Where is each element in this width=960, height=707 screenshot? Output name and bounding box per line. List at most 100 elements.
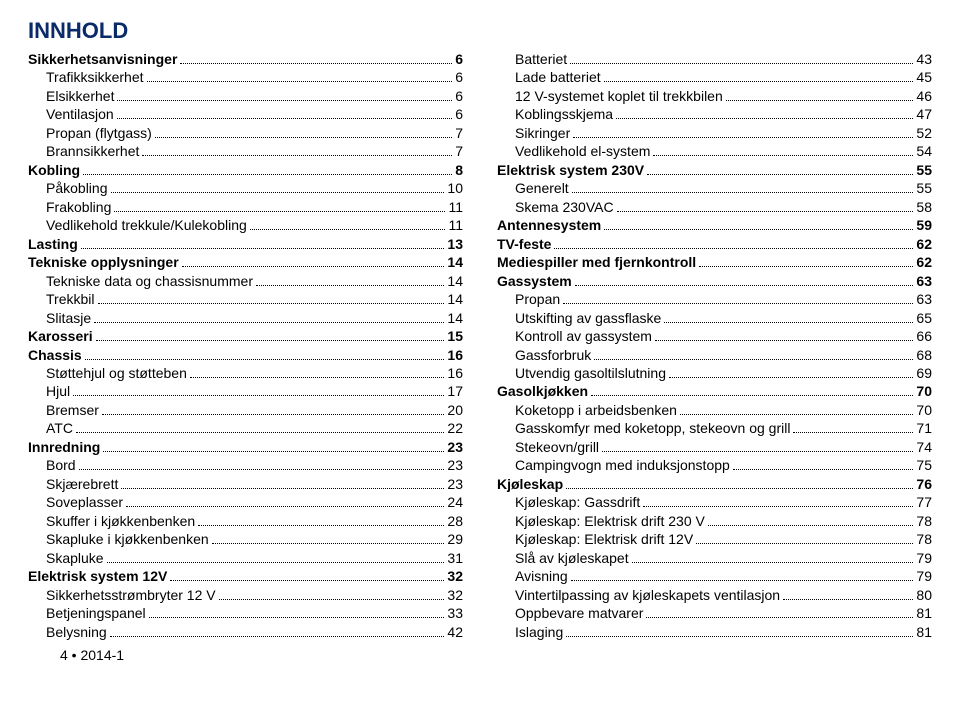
toc-row: Kontroll av gassystem66 [497,327,932,345]
toc-label: Lade batteriet [515,68,601,86]
toc-page: 68 [916,346,932,364]
toc-page: 75 [916,456,932,474]
toc-row: Tekniske data og chassisnummer 14 [28,272,463,290]
toc-row: Trekkbil14 [28,290,463,308]
toc-page: 81 [916,623,932,641]
toc-row: 12 V-systemet koplet til trekkbilen46 [497,87,932,105]
toc-dots [664,322,913,323]
toc-page: 6 [455,105,463,123]
toc-label: Gasskomfyr med koketopp, stekeovn og gri… [515,419,790,437]
toc-label: Belysning [46,623,107,641]
toc-page: 43 [916,50,932,68]
toc-label: Trafikksikkerhet [46,68,144,86]
toc-row: Frakobling11 [28,198,463,216]
toc-label: Hjul [46,382,70,400]
toc-page: 42 [447,623,463,641]
toc-label: Kjøleskap: Elektrisk drift 12V [515,530,693,548]
toc-dots [256,285,444,286]
toc-dots [604,229,913,230]
toc-label: Vintertilpassing av kjøleskapets ventila… [515,586,780,604]
toc-page: 24 [447,493,463,511]
toc-row: Lasting13 [28,235,463,253]
toc-row: Slitasje14 [28,309,463,327]
toc-label: Kjøleskap: Elektrisk drift 230 V [515,512,705,530]
toc-label: Avisning [515,567,568,585]
toc-row: Vedlikehold trekkule/Kulekobling 11 [28,216,463,234]
toc-page: 77 [916,493,932,511]
toc-dots [126,506,444,507]
toc-label: Kontroll av gassystem [515,327,652,345]
toc-row: Gassystem63 [497,272,932,290]
toc-dots [680,414,914,415]
toc-page: 23 [447,438,463,456]
toc-dots [96,340,445,341]
toc-row: Gasolkjøkken70 [497,382,932,400]
toc-dots [647,174,913,175]
toc-page: 14 [447,272,463,290]
toc-label: Stekeovn/grill [515,438,599,456]
toc-label: Antennesystem [497,216,601,234]
toc-dots [81,248,445,249]
toc-row: Kjøleskap: Elektrisk drift 12V 78 [497,530,932,548]
toc-label: Slitasje [46,309,91,327]
toc-dots [566,488,913,489]
toc-page: 8 [455,161,463,179]
toc-dots [563,303,913,304]
toc-dots [147,81,453,82]
toc-dots [566,636,913,637]
toc-row: Skapluke31 [28,549,463,567]
toc-row: Skuffer i kjøkkenbenken28 [28,512,463,530]
toc-label: Tekniske data og chassisnummer [46,272,253,290]
toc-right-column: Batteriet43Lade batteriet4512 V-systemet… [497,50,932,641]
toc-row: Påkobling10 [28,179,463,197]
toc-label: Campingvogn med induksjonstopp [515,456,730,474]
toc-page: 78 [916,530,932,548]
toc-label: TV-feste [497,235,551,253]
toc-label: Sikkerhetsanvisninger [28,50,177,68]
toc-label: Påkobling [46,179,108,197]
toc-row: Elsikkerhet6 [28,87,463,105]
toc-dots [591,395,913,396]
toc-label: Skuffer i kjøkkenbenken [46,512,195,530]
toc-label: Generelt [515,179,569,197]
toc-label: Vedlikehold trekkule/Kulekobling [46,216,247,234]
toc-dots [708,525,914,526]
toc-dots [155,137,452,138]
toc-row: Utvendig gasoltilslutning69 [497,364,932,382]
toc-dots [76,432,444,433]
toc-dots [783,599,913,600]
toc-row: Gasskomfyr med koketopp, stekeovn og gri… [497,419,932,437]
toc-row: Ventilasjon6 [28,105,463,123]
toc-page: 11 [448,216,463,234]
toc-label: Støttehjul og støtteben [46,364,187,382]
toc-label: Brannsikkerhet [46,142,139,160]
toc-row: TV-feste62 [497,235,932,253]
toc-label: Vedlikehold el-system [515,142,650,160]
toc-label: Propan (flytgass) [46,124,152,142]
toc-page: 63 [916,290,932,308]
toc-row: Sikkerhetsanvisninger6 [28,50,463,68]
toc-row: Chassis16 [28,346,463,364]
toc-dots [632,562,914,563]
toc-row: Mediespiller med fjernkontroll62 [497,253,932,271]
toc-row: Skema 230VAC58 [497,198,932,216]
toc-row: Islaging81 [497,623,932,641]
toc-page: 55 [916,161,932,179]
toc-page: 76 [916,475,932,493]
toc-row: Stekeovn/grill 74 [497,438,932,456]
toc-row: Bord23 [28,456,463,474]
toc-page: 58 [916,198,932,216]
toc-label: Karosseri [28,327,93,345]
toc-label: Oppbevare matvarer [515,604,643,622]
toc-page: 74 [916,438,932,456]
toc-row: Brannsikkerhet7 [28,142,463,160]
toc-page: 32 [447,586,463,604]
toc-dots [575,285,914,286]
toc-row: Lade batteriet45 [497,68,932,86]
toc-row: Campingvogn med induksjonstopp 75 [497,456,932,474]
toc-row: Batteriet43 [497,50,932,68]
toc-dots [182,266,445,267]
toc-row: Gassforbruk68 [497,346,932,364]
toc-dots [190,377,445,378]
toc-page: 80 [916,586,932,604]
